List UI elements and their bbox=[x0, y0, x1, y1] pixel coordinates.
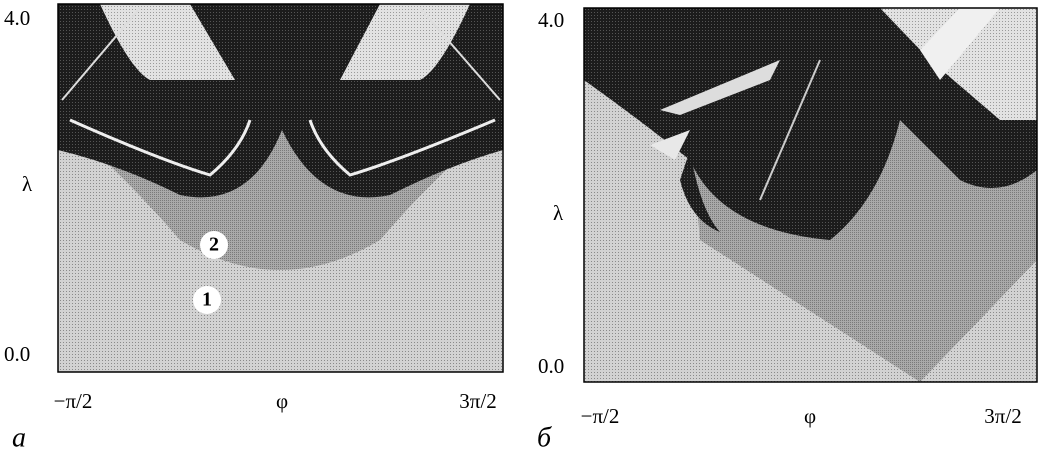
region-marker bbox=[200, 231, 228, 259]
panel-b-image bbox=[584, 8, 1037, 382]
y-tick-label: 4.0 bbox=[4, 6, 30, 30]
x-tick-label: −π/2 bbox=[54, 389, 93, 413]
x-tick-label: 3π/2 bbox=[459, 389, 496, 413]
x-tick-label: 3π/2 bbox=[984, 404, 1021, 428]
x-tick-label: −π/2 bbox=[581, 404, 620, 428]
region-label: 2 bbox=[209, 234, 219, 256]
y-tick-label: 4.0 bbox=[538, 8, 564, 32]
y-tick-label: 0.0 bbox=[4, 342, 30, 366]
panel-caption: б bbox=[537, 422, 552, 453]
panel-caption: а bbox=[12, 422, 26, 453]
region-label: 1 bbox=[202, 289, 212, 311]
x-axis-label: φ bbox=[804, 404, 816, 428]
panel-a-image bbox=[58, 4, 503, 372]
y-axis-label: λ bbox=[22, 172, 33, 196]
y-tick-label: 0.0 bbox=[538, 354, 564, 378]
x-axis-label: φ bbox=[276, 389, 288, 413]
y-axis-label: λ bbox=[553, 201, 564, 225]
region-marker bbox=[193, 286, 221, 314]
